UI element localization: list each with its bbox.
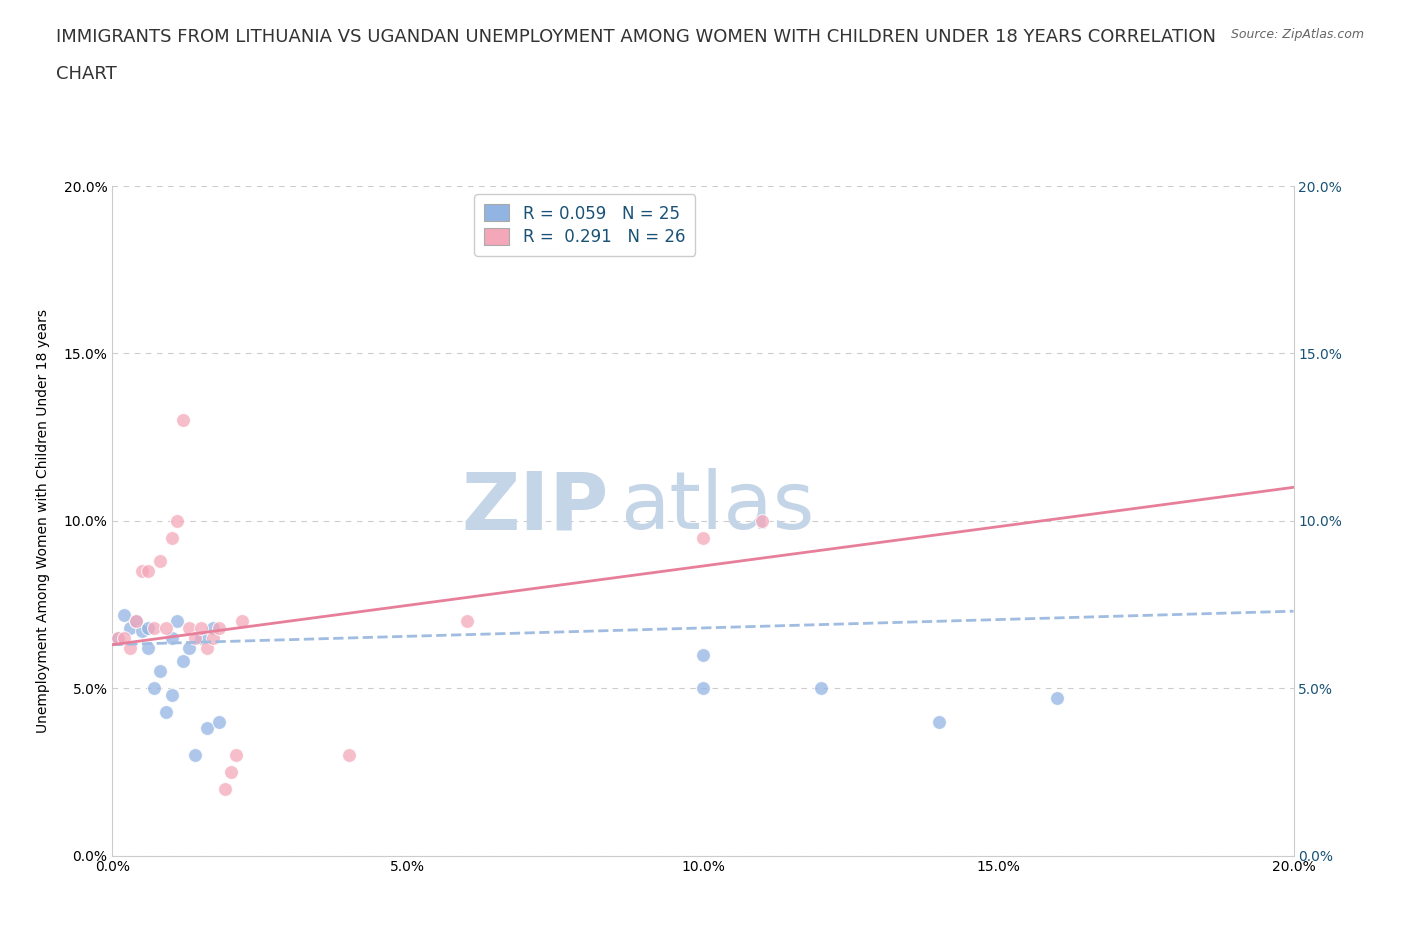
Point xyxy=(337,748,360,763)
Point xyxy=(1046,691,1069,706)
Point xyxy=(172,654,194,669)
Point xyxy=(160,631,183,645)
Point xyxy=(184,748,207,763)
Point xyxy=(125,614,148,629)
Point xyxy=(149,664,172,679)
Point xyxy=(208,620,231,635)
Point xyxy=(131,564,153,578)
Point xyxy=(136,641,159,656)
Legend: Immigrants from Lithuania, Ugandans: Immigrants from Lithuania, Ugandans xyxy=(489,924,917,930)
Point xyxy=(136,620,159,635)
Text: CHART: CHART xyxy=(56,65,117,83)
Point xyxy=(184,631,207,645)
Point xyxy=(172,413,194,428)
Point xyxy=(136,564,159,578)
Text: IMMIGRANTS FROM LITHUANIA VS UGANDAN UNEMPLOYMENT AMONG WOMEN WITH CHILDREN UNDE: IMMIGRANTS FROM LITHUANIA VS UGANDAN UNE… xyxy=(56,28,1216,46)
Point xyxy=(751,513,773,528)
Point xyxy=(195,721,218,736)
Point xyxy=(131,624,153,639)
Point xyxy=(810,681,832,696)
Point xyxy=(179,620,201,635)
Point xyxy=(692,681,714,696)
Point xyxy=(107,631,129,645)
Point xyxy=(195,641,218,656)
Point xyxy=(155,704,177,719)
Point xyxy=(179,641,201,656)
Point xyxy=(190,620,212,635)
Point xyxy=(219,764,242,779)
Point xyxy=(201,631,224,645)
Point xyxy=(125,614,148,629)
Point xyxy=(160,530,183,545)
Point xyxy=(692,647,714,662)
Y-axis label: Unemployment Among Women with Children Under 18 years: Unemployment Among Women with Children U… xyxy=(37,309,49,733)
Point xyxy=(214,781,236,796)
Point xyxy=(190,631,212,645)
Point xyxy=(166,614,188,629)
Point xyxy=(155,620,177,635)
Point xyxy=(166,513,188,528)
Point xyxy=(142,620,165,635)
Text: atlas: atlas xyxy=(620,469,814,547)
Point xyxy=(928,714,950,729)
Point xyxy=(112,607,135,622)
Point xyxy=(120,620,142,635)
Point xyxy=(208,714,231,729)
Text: ZIP: ZIP xyxy=(461,469,609,547)
Point xyxy=(120,641,142,656)
Point xyxy=(201,620,224,635)
Point xyxy=(225,748,247,763)
Point xyxy=(692,530,714,545)
Point xyxy=(160,687,183,702)
Point xyxy=(149,553,172,568)
Point xyxy=(142,681,165,696)
Point xyxy=(231,614,253,629)
Text: Source: ZipAtlas.com: Source: ZipAtlas.com xyxy=(1230,28,1364,41)
Point xyxy=(107,631,129,645)
Point xyxy=(456,614,478,629)
Point xyxy=(112,631,135,645)
